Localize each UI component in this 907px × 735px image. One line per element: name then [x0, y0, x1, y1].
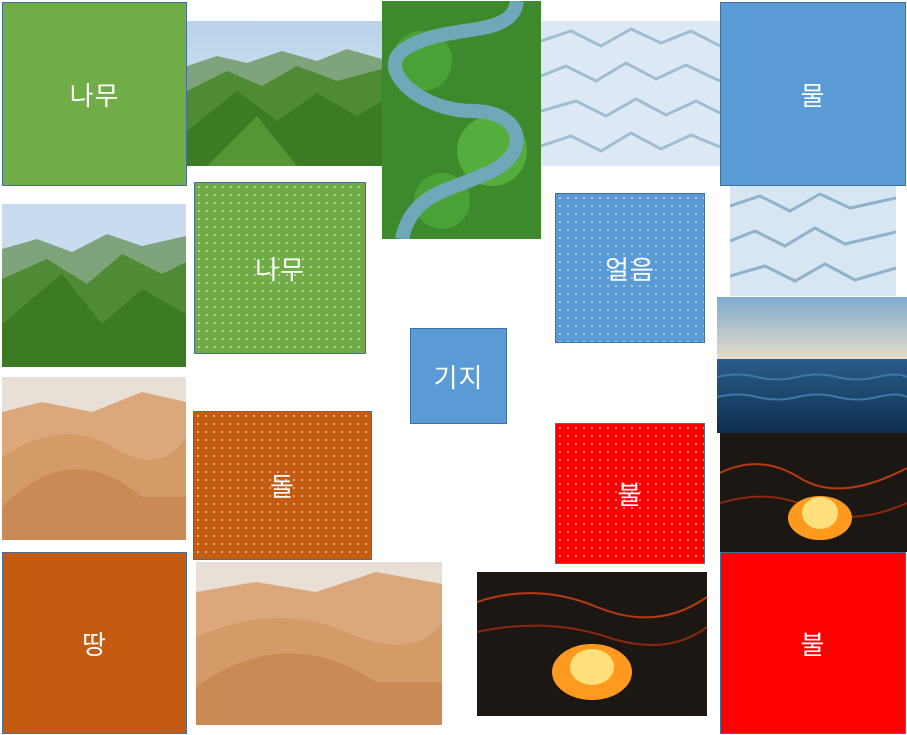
earth-tile-label: 땅: [82, 630, 107, 661]
ice-pattern-label: 얼음: [605, 255, 655, 286]
earth-tile-bottom-left[interactable]: 땅: [2, 552, 187, 734]
volcano-photo-right[interactable]: [720, 433, 907, 552]
wood-tile-label: 나무: [69, 81, 120, 112]
stone-pattern-label: 돌: [270, 473, 295, 503]
mountain-photo-top[interactable]: [187, 21, 382, 166]
fire-tile-label: 불: [800, 630, 826, 661]
ice-pattern-tile[interactable]: 얼음: [555, 193, 705, 343]
fire-pattern-label: 불: [617, 481, 643, 511]
desert-photo-left[interactable]: [2, 377, 186, 540]
fire-tile-bottom-right[interactable]: 불: [720, 552, 906, 734]
stone-pattern-tile[interactable]: 돌: [193, 411, 372, 560]
wood-pattern-label: 나무: [255, 255, 305, 286]
ice-photo-top[interactable]: [541, 21, 720, 166]
water-tile-label: 물: [800, 81, 826, 112]
wood-pattern-tile[interactable]: 나무: [194, 182, 366, 354]
base-tile-center[interactable]: 기지: [410, 328, 507, 424]
desert-photo-bottom[interactable]: [196, 562, 442, 725]
volcano-photo-bottom[interactable]: [477, 572, 707, 716]
ice-photo-right[interactable]: [730, 186, 896, 296]
fire-pattern-tile[interactable]: 불: [555, 423, 705, 564]
mountain-photo-left[interactable]: [2, 204, 186, 367]
river-photo[interactable]: [382, 1, 541, 239]
water-tile-top-right[interactable]: 물: [720, 2, 906, 186]
ocean-photo[interactable]: [717, 297, 907, 433]
base-tile-label: 기지: [433, 363, 484, 394]
wood-tile-top-left[interactable]: 나무: [2, 2, 187, 186]
